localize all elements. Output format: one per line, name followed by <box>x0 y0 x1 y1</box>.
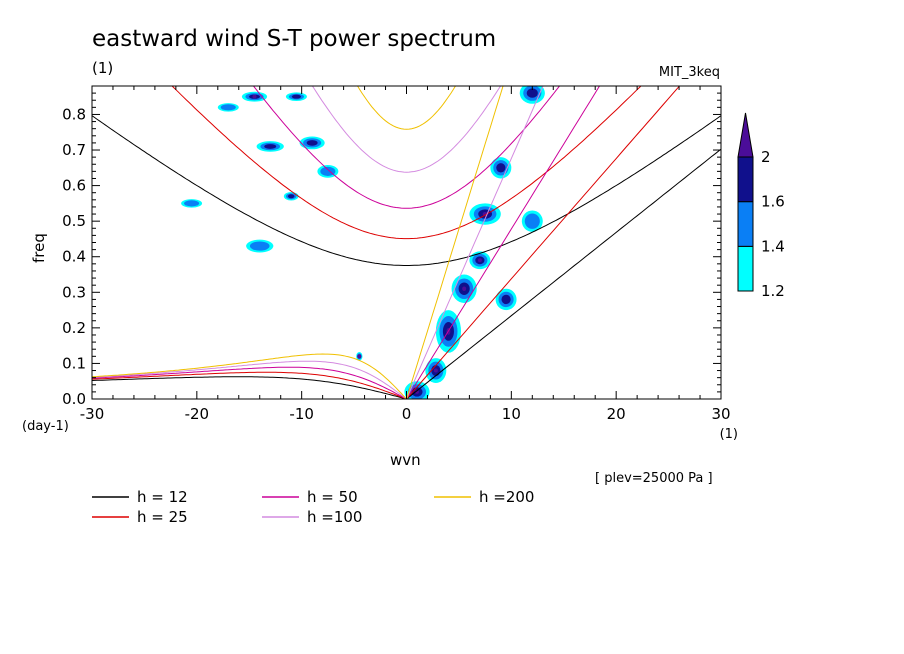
power-contour <box>526 88 538 98</box>
y-tick-label: 0.5 <box>62 212 86 230</box>
colorbar-extend-arrow <box>737 112 754 158</box>
colorbar: 1.2 1.4 1.6 2 <box>737 112 785 300</box>
x-tick-label: 10 <box>502 405 521 423</box>
y-tick-label: 0.8 <box>62 105 86 123</box>
power-contour <box>462 286 467 292</box>
units-label: (1) <box>92 59 113 77</box>
legend-label: h = 25 <box>137 508 188 526</box>
legend-label: h =100 <box>307 508 362 526</box>
power-contour <box>249 241 270 251</box>
y-tick-label: 0.7 <box>62 141 86 159</box>
legend: h = 12 h = 25 h = 50 h =100 h =200 <box>92 488 534 526</box>
dispersion-curve-ig1 <box>171 86 642 240</box>
power-contour <box>524 213 540 229</box>
y-tick-label: 0.2 <box>62 319 86 337</box>
y-tick-label: 0.4 <box>62 248 86 266</box>
y-units-label: (day-1) <box>22 419 69 434</box>
dispersion-curve-ig1 <box>252 86 561 209</box>
legend-label: h =200 <box>479 488 534 506</box>
dispersion-curve-rossby <box>92 366 407 399</box>
colorbar-label: 2 <box>761 148 771 166</box>
legend-label: h = 50 <box>307 488 358 506</box>
dispersion-curve-kelvin <box>406 86 544 399</box>
dispersion-curve-kelvin <box>406 86 601 399</box>
x-tick-label: -10 <box>289 405 314 423</box>
dispersion-curve-ig1 <box>92 115 721 266</box>
power-contour <box>320 166 336 176</box>
dispersion-curve-rossby <box>92 360 407 399</box>
plot-frame <box>91 85 722 400</box>
plev-note: [ plev=25000 Pa ] <box>595 471 713 486</box>
dispersion-curve-kelvin <box>406 86 504 399</box>
dispersion-curve-kelvin <box>406 148 721 399</box>
heatmap-layer <box>181 86 545 399</box>
x-axis-label: wvn <box>390 451 421 469</box>
colorbar-label: 1.2 <box>761 282 785 300</box>
dispersion-curve-ig1 <box>356 86 457 130</box>
power-contour <box>220 104 236 111</box>
x-tick-label: 20 <box>607 405 626 423</box>
axis-ticks: -30 -20 -10 0 10 20 30 0.0 0.1 0.2 0.3 0.4 0.5 0.6 0.7… <box>62 86 731 423</box>
power-contour <box>433 368 438 373</box>
power-contour <box>184 200 200 207</box>
legend-label: h = 12 <box>137 488 188 506</box>
colorbar-label: 1.6 <box>761 193 785 211</box>
colorbar-bin <box>737 245 754 292</box>
y-tick-label: 0.6 <box>62 177 86 195</box>
y-tick-label: 0.3 <box>62 283 86 301</box>
power-contour <box>357 354 362 359</box>
y-tick-label: 0.0 <box>62 390 86 408</box>
colorbar-bin <box>737 201 754 247</box>
x-tick-label: 0 <box>402 405 412 423</box>
colorbar-bin <box>737 156 754 203</box>
dispersion-curves <box>92 86 721 399</box>
power-contour <box>306 140 318 146</box>
x-tick-label: -30 <box>80 405 105 423</box>
dispersion-curve-kelvin <box>406 86 681 399</box>
power-contour <box>501 294 511 305</box>
dispersion-curve-ig1 <box>311 86 502 173</box>
y-axis-label: freq <box>30 233 48 263</box>
power-contour <box>496 163 506 173</box>
model-name: MIT_3keq <box>659 65 720 80</box>
y-tick-label: 0.1 <box>62 354 86 372</box>
x-units-label: (1) <box>720 427 738 442</box>
x-tick-label: -20 <box>185 405 210 423</box>
dispersion-curve-rossby <box>92 371 407 399</box>
colorbar-label: 1.4 <box>761 237 785 255</box>
power-contour <box>287 194 295 199</box>
power-contour <box>477 258 482 263</box>
x-tick-label: 30 <box>711 405 730 423</box>
dispersion-curve-rossby <box>92 353 407 399</box>
power-contour <box>264 144 277 149</box>
chart-title: eastward wind S-T power spectrum <box>92 26 496 52</box>
dispersion-curve-rossby <box>92 376 407 399</box>
power-contour <box>291 94 302 99</box>
power-contour <box>252 94 257 99</box>
